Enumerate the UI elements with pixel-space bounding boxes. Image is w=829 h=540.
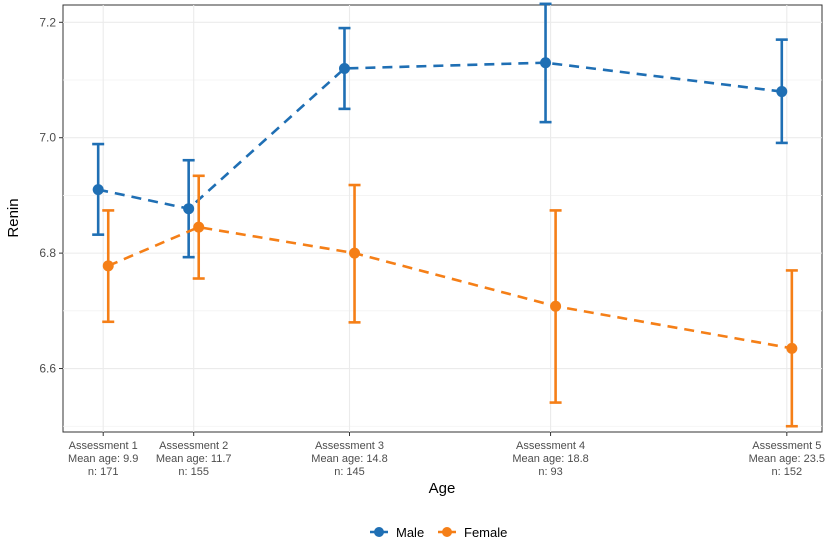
female-point [550,300,562,312]
series-male [92,2,788,259]
x-tick-label: Assessment 3 Mean age: 14.8 n: 145 [311,440,387,478]
y-tick-label: 6.6 [39,362,56,376]
y-axis-ticks: 6.6 6.8 7.0 7.2 [39,15,63,376]
female-series-line [107,225,793,350]
x-tick-label-line: n: 93 [538,466,562,478]
female-point [349,247,361,259]
legend: Male Female [370,525,507,540]
series-layer [92,2,798,428]
x-tick-label: Assessment 4 Mean age: 18.8 n: 93 [512,440,588,478]
x-tick-label-line: Assessment 1 [69,440,138,452]
y-tick-label: 6.8 [39,246,56,260]
x-axis-title: Age [429,480,456,497]
x-tick-label-line: Mean age: 14.8 [311,453,387,465]
male-series-line [97,61,782,211]
male-point [338,62,350,74]
female-point [193,221,205,233]
x-tick-label-line: Mean age: 23.5 [749,453,825,465]
series-female [102,174,798,428]
y-tick-label: 7.0 [39,131,56,145]
x-tick-label-line: n: 152 [772,466,803,478]
male-point [92,184,104,196]
x-tick-label: Assessment 1 Mean age: 9.9 n: 171 [68,440,138,478]
x-tick-label: Assessment 5 Mean age: 23.5 n: 152 [749,440,825,478]
female-point [786,342,798,354]
x-axis-ticks: Assessment 1 Mean age: 9.9 n: 171Assessmen… [68,432,825,478]
y-axis-title: Renin [5,198,22,237]
legend-male-key-dot [374,527,384,537]
panel-border [62,4,823,433]
x-tick-label-line: Mean age: 18.8 [512,453,588,465]
legend-female-key-dot [442,527,452,537]
female-point [102,260,114,272]
x-tick-label-line: Mean age: 11.7 [156,453,232,465]
x-tick-label-line: n: 145 [334,466,365,478]
male-point [540,57,552,69]
x-tick-label-line: Assessment 3 [315,440,384,452]
x-tick-label-line: Assessment 4 [516,440,585,452]
x-tick-label-line: n: 171 [88,466,119,478]
x-tick-label-line: Mean age: 9.9 [68,453,138,465]
legend-female-label: Female [464,525,507,540]
y-tick-label: 7.2 [39,15,56,29]
x-tick-label-line: n: 155 [178,466,209,478]
legend-male-label: Male [396,525,424,540]
male-point [183,203,195,215]
x-tick-label: Assessment 2 Mean age: 11.7 n: 155 [156,440,232,478]
grid-lines [63,5,822,432]
male-point [776,86,788,98]
x-tick-label-line: Assessment 5 [752,440,821,452]
x-tick-label-line: Assessment 2 [159,440,228,452]
